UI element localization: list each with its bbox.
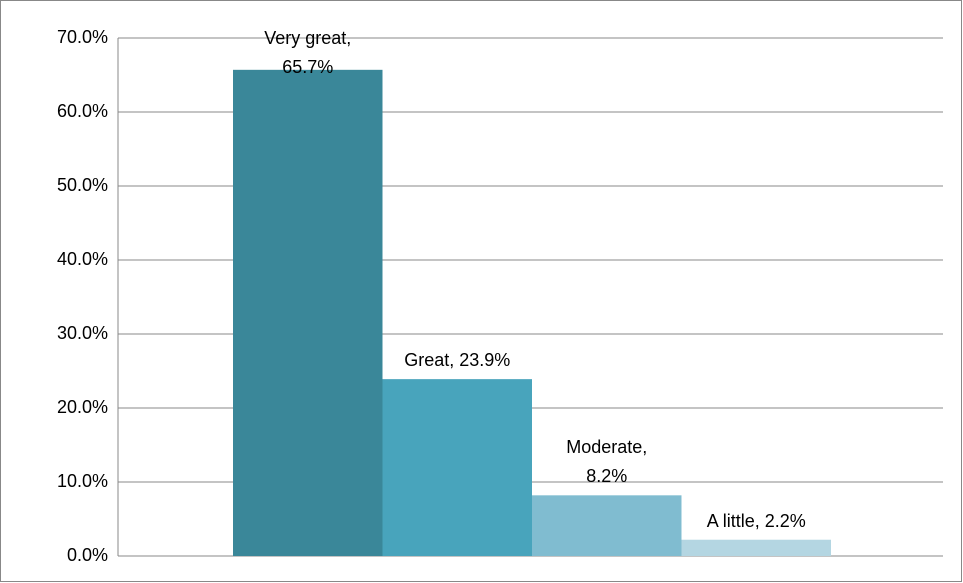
- y-tick-label: 40.0%: [57, 249, 108, 269]
- bar: [532, 495, 682, 556]
- data-label: Moderate, 8.2%: [566, 437, 648, 487]
- bar: [382, 379, 532, 556]
- data-label: Great, 23.9%: [404, 350, 511, 371]
- y-tick-label: 50.0%: [57, 175, 108, 195]
- bar: [233, 69, 383, 556]
- y-tick-label: 60.0%: [57, 101, 108, 121]
- y-tick-label: 70.0%: [57, 27, 108, 47]
- y-tick-label: 30.0%: [57, 323, 108, 343]
- y-tick-label: 10.0%: [57, 471, 108, 491]
- data-label: A little, 2.2%: [706, 510, 806, 531]
- data-label: Very great, 65.7%: [264, 27, 352, 77]
- y-tick-label: 0.0%: [67, 545, 108, 565]
- bar: [681, 539, 831, 556]
- y-tick-label: 20.0%: [57, 397, 108, 417]
